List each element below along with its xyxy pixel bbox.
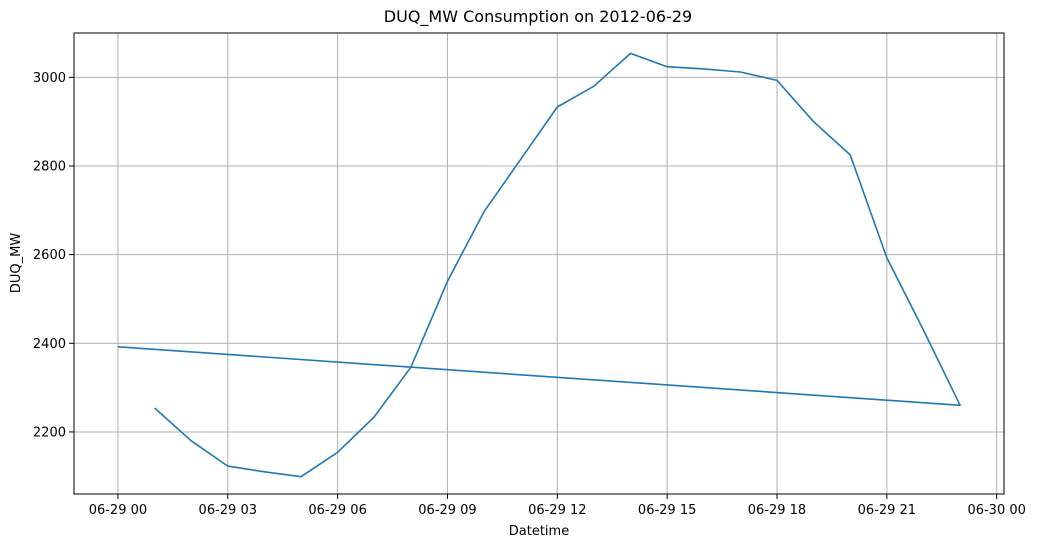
x-axis-label: Datetime (509, 524, 569, 539)
series-layer (117, 52, 961, 478)
x-tick-label: 06-29 12 (528, 503, 586, 518)
x-tick-label: 06-29 06 (308, 503, 366, 518)
x-tick-label: 06-29 00 (89, 503, 147, 518)
chart-title: DUQ_MW Consumption on 2012-06-29 (384, 7, 692, 27)
x-tick-label: 06-29 03 (199, 503, 257, 518)
x-tick-label: 06-29 18 (748, 503, 806, 518)
series-line (117, 52, 961, 478)
plot-frame (73, 32, 1005, 495)
y-tick-label: 2400 (33, 337, 66, 352)
y-tick-label: 2800 (33, 159, 66, 174)
y-tick-label: 2600 (33, 248, 66, 263)
grid (74, 33, 1004, 494)
x-tick-label: 06-29 09 (418, 503, 476, 518)
y-axis-label: DUQ_MW (9, 233, 24, 293)
x-tick-label: 06-29 15 (638, 503, 696, 518)
y-tick-label: 2200 (33, 425, 66, 440)
ticks: 06-29 00 06-29 03 06-29 06 06-29 09 06-29 12… (33, 71, 1026, 518)
y-tick-label: 3000 (33, 71, 66, 86)
x-tick-label: 06-30 00 (967, 503, 1025, 518)
x-tick-label: 06-29 21 (858, 503, 916, 518)
